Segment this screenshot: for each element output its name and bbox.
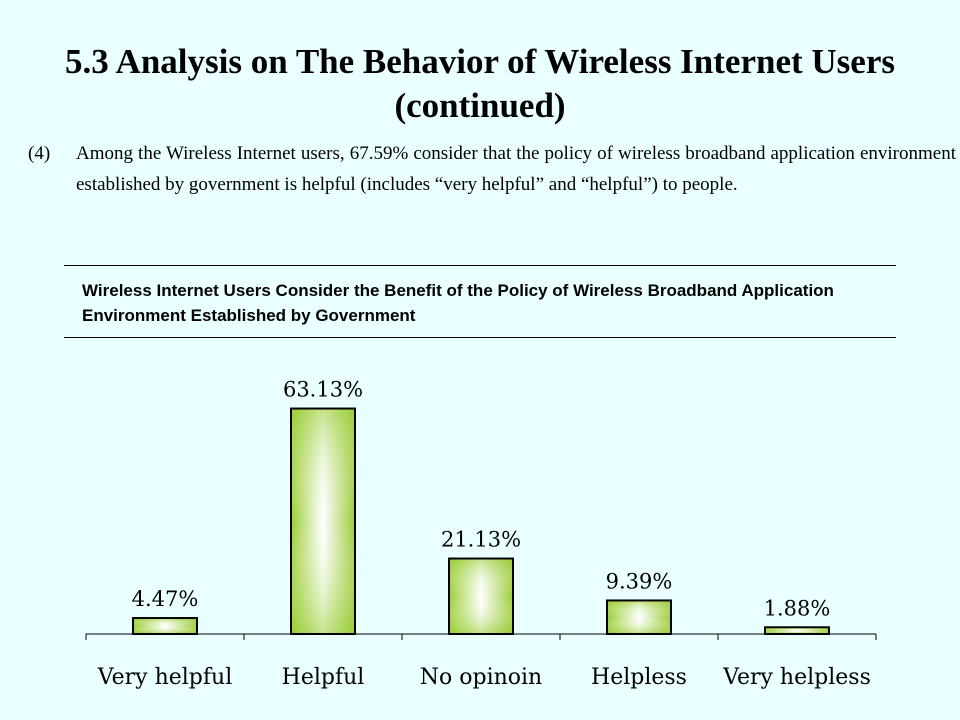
data-label: 4.47% — [132, 587, 199, 611]
data-label: 63.13% — [283, 378, 363, 402]
x-tick-label: Very helpful — [97, 665, 232, 690]
bar-shade — [608, 601, 670, 633]
point-number: (4) — [28, 143, 51, 164]
x-tick-label: No opinoin — [420, 665, 542, 690]
bar-shade — [292, 409, 354, 633]
bar-group — [290, 407, 356, 635]
bar-shade — [450, 559, 512, 633]
data-label: 21.13% — [441, 528, 521, 552]
bar-group — [606, 599, 672, 636]
x-tick-label: Helpful — [282, 665, 365, 690]
chart-title-top-rule — [64, 265, 896, 266]
bar-shade — [134, 619, 196, 633]
bar-group — [448, 557, 514, 635]
x-tick-label: Helpless — [591, 665, 687, 690]
bar-shade — [766, 628, 828, 633]
bar-group — [764, 626, 830, 635]
bar-group — [132, 617, 198, 635]
data-label: 9.39% — [606, 569, 673, 593]
page-title: 5.3 Analysis on The Behavior of Wireless… — [64, 42, 895, 125]
chart-title-bottom-rule — [64, 337, 896, 338]
bullet-point: (4) Among the Wireless Internet users, 6… — [28, 138, 956, 200]
chart-title: Wireless Internet Users Consider the Ben… — [82, 281, 834, 325]
point-text: Among the Wireless Internet users, 67.59… — [76, 143, 956, 195]
data-label: 1.88% — [764, 596, 831, 620]
x-tick-label: Very helpless — [722, 665, 871, 690]
